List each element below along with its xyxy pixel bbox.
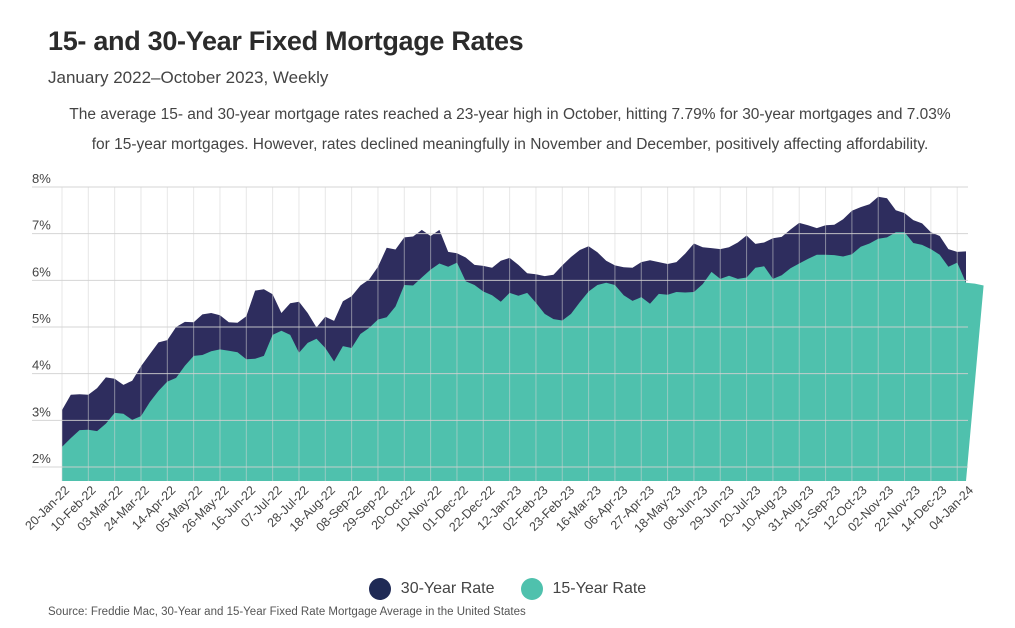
chart-subtitle: January 2022–October 2023, Weekly: [48, 68, 329, 87]
y-tick-label: 5%: [32, 311, 51, 326]
source-note: Source: Freddie Mac, 30-Year and 15-Year…: [48, 606, 526, 618]
chart-legend: 30-Year Rate 15-Year Rate: [0, 578, 1015, 600]
y-tick-label: 3%: [32, 404, 51, 419]
y-tick-label: 2%: [32, 451, 51, 466]
y-tick-label: 8%: [32, 171, 51, 186]
legend-label-15-year: 15-Year Rate: [552, 580, 647, 597]
mortgage-rate-chart: 2%3%4%5%6%7%8%20-Jan-2210-Feb-2203-Mar-2…: [22, 171, 984, 535]
legend-swatch-30-year: [368, 578, 391, 600]
y-tick-label: 6%: [32, 264, 51, 279]
chart-description: The average 15- and 30-year mortgage rat…: [69, 106, 951, 153]
chart-title: 15- and 30-Year Fixed Mortgage Rates: [48, 26, 524, 56]
legend-item-15-year[interactable]: 15-Year Rate: [520, 578, 647, 600]
series-area-15-year: [62, 232, 984, 481]
legend-label-30-year: 30-Year Rate: [400, 580, 495, 597]
y-tick-label: 7%: [32, 218, 51, 233]
legend-swatch-15-year: [520, 578, 543, 600]
legend-item-30-year[interactable]: 30-Year Rate: [368, 578, 495, 600]
y-tick-label: 4%: [32, 358, 51, 373]
